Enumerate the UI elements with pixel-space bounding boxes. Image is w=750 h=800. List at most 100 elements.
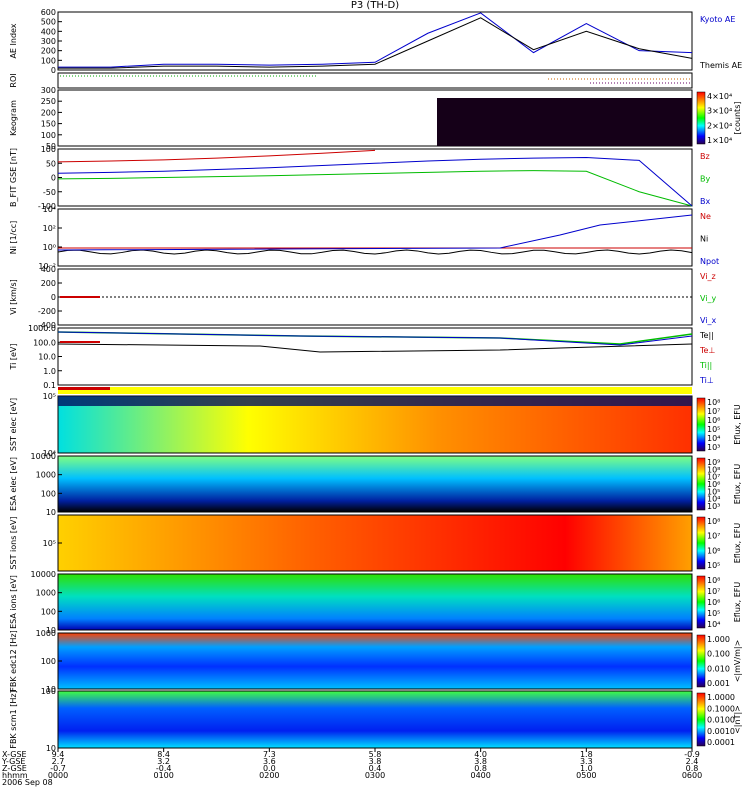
ni-legend-1: Ni — [700, 235, 708, 244]
keogram-tick-label: 250 — [41, 97, 56, 106]
xaxis-row-label: hhmm — [2, 771, 28, 780]
vi-tick-label: 200 — [41, 279, 56, 288]
ni-trace — [57, 249, 693, 255]
vi-tick-label: 400 — [41, 265, 56, 274]
fbk-b-panel-colorbar-tick: 0.1000 — [707, 704, 735, 713]
fbk-e-panel-colorbar-tick: 0.100 — [707, 650, 730, 659]
xaxis-value: 0300 — [365, 771, 385, 780]
fbk-e-panel-tick-label: 100 — [41, 657, 56, 666]
bfit-tick-label: -100 — [38, 202, 56, 211]
fbk-e-panel-colorbar — [696, 634, 706, 688]
ti-ylabel: Ti [eV] — [9, 343, 18, 370]
sst-e-panel-colorbar-tick: 10⁶ — [707, 416, 720, 425]
ti-tick-label: 100.0 — [33, 338, 56, 347]
vi-legend-0: Vi_z — [700, 272, 716, 281]
xaxis-value: 0100 — [153, 771, 173, 780]
esa-e-panel-colorbar-tick: 10⁶ — [707, 480, 720, 489]
esa-i-panel-tick-label: 10 — [46, 626, 56, 635]
vi-ylabel: Vi [km/s] — [9, 279, 18, 315]
roi-ylabel: ROI — [9, 73, 18, 87]
xaxis-value: 0.8 — [686, 764, 699, 773]
esa-e-panel-tick-label: 10 — [46, 508, 56, 517]
ae-tick-label: 200 — [41, 47, 56, 56]
ae-legend-0: Kyoto AE — [700, 15, 735, 24]
ae-tick-label: 100 — [41, 56, 56, 65]
xaxis-row-label: Z-GSE — [2, 764, 27, 773]
sst-e-panel-ylabel: SST elec [eV] — [9, 398, 18, 451]
xaxis-value: 5.8 — [369, 750, 382, 759]
xaxis-value: 2.7 — [52, 757, 65, 766]
xaxis-value: 0500 — [576, 771, 596, 780]
xaxis-value: 1.8 — [580, 750, 593, 759]
keogram-tick-label: 100 — [41, 131, 56, 140]
bfit-ylabel: B_FIT GSE [nT] — [9, 148, 18, 207]
sst-i-panel-colorbar-tick: 10⁸ — [707, 517, 720, 526]
keogram-colorbar — [696, 91, 706, 145]
bfit-tick-label: -50 — [43, 188, 56, 197]
xaxis-value: -0.7 — [50, 764, 66, 773]
fbk-b-panel-colorbar-tick: 0.0100 — [707, 716, 735, 725]
ae-ylabel: AE Index — [9, 23, 18, 58]
ti-legend-0: Te|| — [699, 331, 714, 340]
keogram-colorbar-tick: 1×10⁴ — [707, 136, 732, 145]
ti-tick-label: 0.1 — [43, 381, 56, 390]
bfit-tick-label: 50 — [46, 159, 56, 168]
ae-series-1 — [58, 17, 693, 69]
ni-legend-2: Npot — [700, 257, 719, 266]
ae-tick-label: 300 — [41, 37, 56, 46]
fbk-b-panel-colorbar — [696, 692, 706, 747]
ni-ylabel: Ni [1/cc] — [9, 221, 18, 255]
vi-tick-label: -200 — [38, 307, 56, 316]
fbk-b-panel-colorbar-tick: 0.0010 — [707, 727, 735, 736]
esa-e-panel-ylabel: ESA elec [eV] — [9, 457, 18, 511]
ni-trace — [57, 214, 693, 251]
esa-e-panel-colorbar-tick: 10⁷ — [707, 473, 720, 482]
fbk-b-panel-image — [58, 691, 692, 748]
keogram-image — [437, 98, 692, 146]
esa-i-panel-colorbar-tick: 10⁷ — [707, 587, 720, 596]
xaxis-value: 0.8 — [474, 764, 487, 773]
fbk-b-panel-colorbar-label: <|nT|> — [733, 705, 742, 734]
sst-i-panel-colorbar — [696, 516, 706, 570]
sst-e-panel-colorbar-tick: 10⁷ — [707, 407, 720, 416]
xaxis-value: -0.9 — [684, 750, 700, 759]
esa-i-panel-tick-label: 10000 — [31, 570, 56, 579]
xaxis-value: 0000 — [48, 771, 68, 780]
esa-e-panel-tick-label: 10000 — [31, 452, 56, 461]
ti-legend-3: Ti⊥ — [699, 376, 714, 385]
xaxis-value: -0.4 — [156, 764, 172, 773]
ti-legend-2: Ti|| — [699, 361, 712, 370]
fbk-b-panel-colorbar-tick: 0.0001 — [707, 738, 735, 747]
sst-e-top-band — [58, 396, 692, 406]
sst-e-panel-tick-label: 10⁴ — [43, 449, 56, 458]
ae-panel-frame — [57, 11, 693, 71]
xaxis-value: 3.8 — [474, 757, 487, 766]
sst-e-panel-colorbar-tick: 10⁸ — [707, 398, 720, 407]
fbk-e-panel-colorbar-label: <|mV/m|> — [733, 640, 742, 683]
esa-i-panel-frame — [57, 573, 693, 631]
vi-tick-label: -400 — [38, 321, 56, 330]
esa-i-panel-tick-label: 1000 — [36, 589, 56, 598]
ni-panel-frame — [57, 208, 693, 267]
ti-tick-label: 1000.0 — [28, 324, 56, 333]
ni-tick-label: 10⁴ — [43, 205, 56, 214]
xaxis-value: 0.4 — [369, 764, 382, 773]
sst-e-panel-colorbar-tick: 10⁵ — [707, 425, 720, 434]
fbk-e-panel-image — [58, 633, 692, 689]
vi-legend-2: Vi_x — [700, 316, 717, 325]
sst-i-panel-colorbar-tick: 10⁶ — [707, 546, 720, 555]
esa-i-panel-colorbar-tick: 10⁸ — [707, 576, 720, 585]
xaxis-row-label: Y-GSE — [1, 757, 25, 766]
fbk-b-panel-colorbar-tick: 1.0000 — [707, 693, 735, 702]
ae-series-0 — [58, 12, 693, 68]
sst-i-panel-image — [58, 515, 692, 571]
sst-i-panel-ylabel: SST ions [eV] — [9, 516, 18, 569]
esa-i-panel-colorbar — [696, 575, 706, 629]
keogram-colorbar-label: [counts] — [733, 102, 742, 135]
fbk-e-panel-colorbar-tick: 1.000 — [707, 635, 730, 644]
mode-bar-segment — [58, 387, 110, 390]
xaxis-value: 9.4 — [52, 750, 65, 759]
sst-i-panel-tick-label: 10⁵ — [43, 539, 56, 548]
ni-tick-label: 10⁻² — [38, 262, 56, 271]
ae-legend-1: Themis AE — [699, 61, 742, 70]
